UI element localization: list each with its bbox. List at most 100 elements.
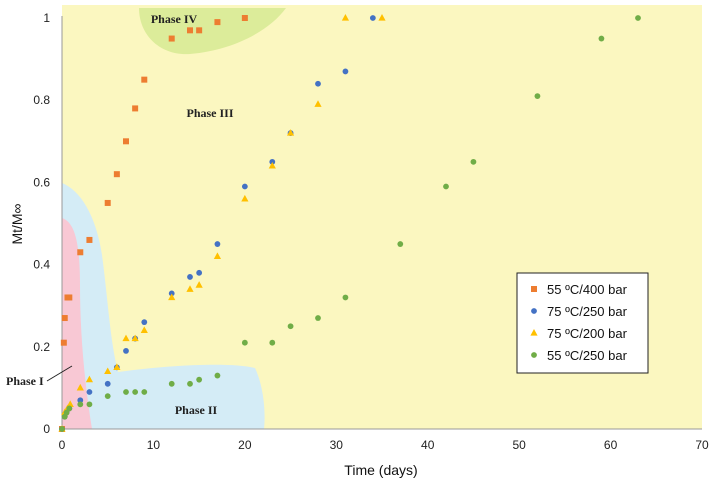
legend-label: 75 ºC/250 bar: [547, 304, 628, 319]
legend-marker: [530, 329, 538, 336]
data-point: [314, 100, 322, 107]
x-tick-label: 20: [238, 438, 252, 452]
y-tick-label: 0.4: [33, 258, 50, 272]
data-point: [86, 389, 93, 395]
data-point: [132, 389, 139, 395]
data-point: [141, 76, 148, 83]
x-axis-title: Time (days): [344, 462, 417, 478]
data-point: [104, 393, 111, 400]
data-point: [77, 249, 84, 256]
data-point: [131, 334, 139, 342]
data-point: [269, 158, 276, 165]
legend-label: 75 ºC/200 bar: [547, 326, 628, 341]
data-point: [598, 35, 605, 42]
data-point: [187, 27, 193, 34]
data-point: [104, 380, 111, 387]
data-point: [113, 171, 120, 178]
x-tick-label: 60: [604, 438, 618, 452]
data-point: [369, 15, 376, 21]
data-point: [241, 339, 248, 346]
data-point: [196, 27, 203, 34]
data-point: [342, 294, 349, 301]
data-point: [168, 290, 175, 297]
data-point: [141, 319, 148, 326]
y-tick-label: 0.2: [33, 340, 50, 354]
data-point: [186, 285, 194, 292]
axes: 0 10 20 30 40 50 60 70 0 0.2 0.4 0.6 0.8 1: [33, 11, 709, 452]
data-point: [268, 161, 276, 169]
data-point: [60, 339, 67, 346]
phase-labels: Phase I Phase II Phase III Phase IV: [6, 12, 234, 417]
x-tick-label: 30: [330, 438, 344, 452]
y-tick-label: 0: [43, 422, 50, 436]
data-point: [63, 409, 70, 416]
phase-regions: [62, 5, 702, 429]
data-point: [168, 293, 176, 301]
x-tick-label: 0: [59, 438, 66, 452]
data-point: [66, 294, 73, 301]
x-tick-label: 70: [695, 438, 709, 452]
series-3: [59, 15, 641, 432]
data-point: [241, 15, 248, 21]
x-tick-label: 10: [147, 438, 161, 452]
legend-marker: [531, 352, 537, 358]
data-point: [470, 158, 477, 165]
data-point: [77, 397, 84, 404]
phase-i-region: [62, 218, 92, 429]
data-series: [58, 14, 641, 432]
data-point: [534, 93, 541, 99]
y-axis-title: Mt/M∞: [9, 203, 25, 244]
x-tick-label: 50: [512, 438, 526, 452]
legend: 55 ºC/400 bar 75 ºC/250 bar 75 ºC/200 bar 5…: [516, 272, 649, 374]
data-point: [286, 129, 295, 136]
data-point: [66, 400, 74, 407]
data-point: [123, 348, 129, 354]
data-point: [86, 401, 93, 408]
data-point: [315, 315, 321, 321]
phase-label: Phase IV: [151, 12, 198, 26]
y-tick-label: 0.8: [33, 93, 50, 107]
data-point: [187, 380, 193, 387]
data-point: [241, 183, 248, 190]
legend-marker: [531, 308, 537, 314]
data-point: [378, 14, 386, 21]
legend-marker: [531, 286, 537, 292]
x-tick-label: 40: [421, 438, 435, 452]
data-point: [443, 183, 449, 190]
data-point: [635, 15, 641, 21]
data-point: [214, 19, 221, 26]
phase-iv-region: [139, 8, 286, 55]
data-point: [241, 194, 249, 202]
data-point: [141, 389, 148, 395]
data-point: [168, 35, 175, 42]
data-point: [315, 80, 321, 87]
data-point: [122, 334, 130, 342]
series-0: [59, 15, 248, 432]
phase-i-pointer: [46, 365, 73, 382]
data-point: [195, 281, 203, 288]
legend-box: [516, 272, 649, 374]
data-point: [214, 372, 221, 379]
legend-label: 55 ºC/250 bar: [547, 348, 628, 363]
data-point: [196, 269, 203, 276]
data-point: [397, 241, 404, 247]
data-point: [86, 236, 93, 243]
data-point: [104, 367, 112, 375]
data-point: [113, 363, 121, 370]
phase-label: Phase III: [186, 106, 233, 120]
data-point: [66, 405, 73, 412]
data-point: [342, 68, 349, 75]
legend-label: 55 ºC/400 bar: [547, 282, 628, 297]
data-point: [168, 380, 175, 387]
y-tick-label: 1: [43, 11, 50, 25]
y-tick-label: 0.6: [33, 175, 50, 189]
data-point: [140, 326, 148, 333]
data-point: [214, 241, 221, 247]
data-point: [132, 105, 139, 112]
phase-label: Phase II: [175, 403, 218, 417]
phase-label: Phase I: [6, 374, 44, 388]
data-point: [77, 401, 84, 408]
data-point: [104, 199, 111, 206]
data-point: [196, 376, 203, 383]
